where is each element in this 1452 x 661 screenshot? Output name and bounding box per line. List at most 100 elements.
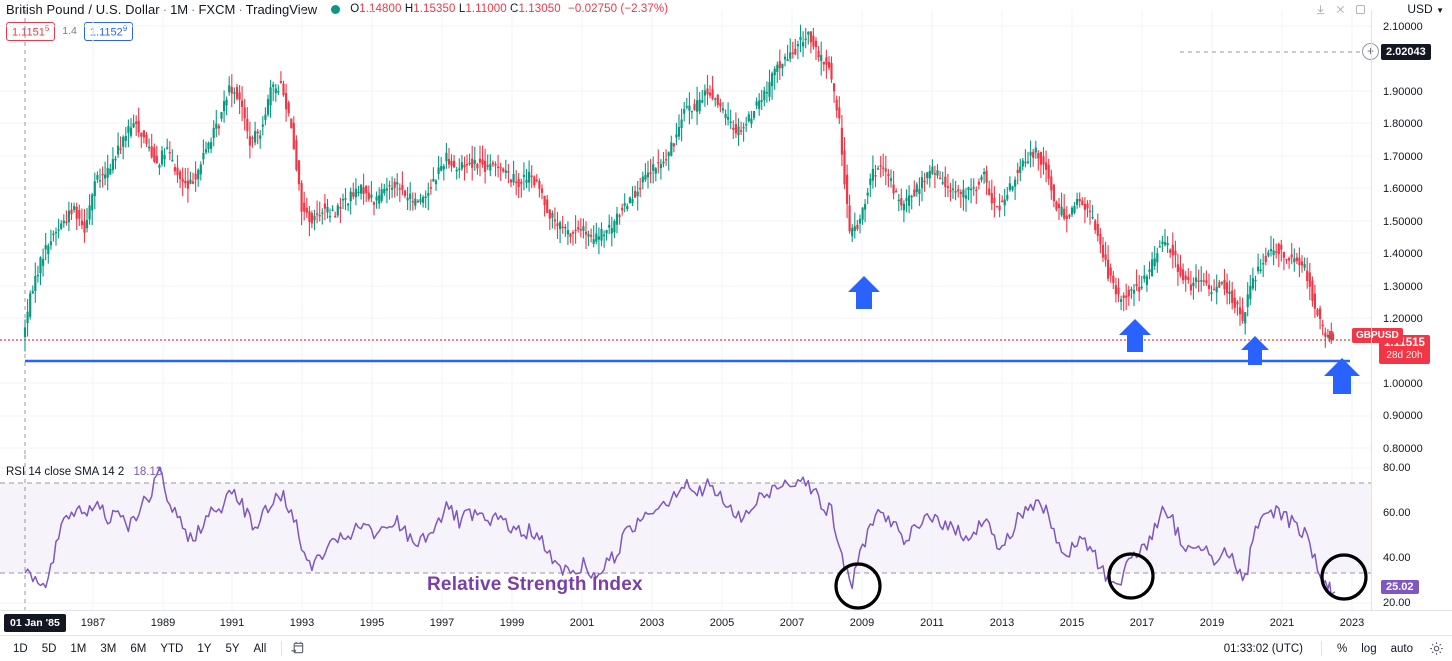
time-tick: 2007 (779, 617, 805, 629)
price-tick: 1.00000 (1383, 378, 1423, 390)
bottom-right-controls: 01:33:02 (UTC) % log auto (1224, 641, 1444, 656)
symbol-price-tag: GBPUSD (1352, 328, 1403, 343)
rsi-band (0, 483, 1371, 573)
timeframe-button-all[interactable]: All (253, 642, 267, 655)
auto-scale-button[interactable]: auto (1390, 642, 1413, 655)
rsi-line-series (24, 467, 1336, 597)
toolbar-divider (281, 641, 283, 656)
chart-header: British Pound / U.S. Dollar · 1M · FXCM … (0, 0, 1452, 18)
ohlc-high-value: 1.15350 (413, 3, 456, 15)
time-axis[interactable]: 01 Jan '85 1987 1989 1991 1993 1995 1997… (0, 610, 1452, 636)
price-scale[interactable]: 2.10000 1.90000 1.80000 1.70000 1.60000 … (1362, 10, 1452, 455)
time-tick: 2023 (1339, 617, 1365, 629)
ohlc-low-value: 1.11000 (465, 3, 507, 15)
currency-label: USD (1407, 2, 1433, 16)
source-label: TradingView (245, 1, 318, 17)
calendar-icon[interactable] (290, 641, 305, 656)
rsi-circle-annotation-2022 (1320, 553, 1368, 601)
rsi-legend-name: RSI (6, 466, 26, 478)
log-scale-button[interactable]: log (1361, 642, 1377, 655)
chevron-down-icon: ▼ (1436, 6, 1444, 15)
rsi-tick: 60.00 (1383, 507, 1411, 519)
price-tick: 0.90000 (1383, 410, 1423, 422)
timeframe-button-3m[interactable]: 3M (100, 642, 117, 655)
timeframe-button-ytd[interactable]: YTD (160, 642, 184, 655)
clock-label: 01:33:02 (UTC) (1223, 642, 1304, 655)
price-tick: 1.90000 (1383, 86, 1423, 98)
rsi-circle-annotation-2008 (834, 562, 882, 610)
ohlc-low-key: L (458, 3, 466, 15)
time-tick: 1995 (359, 617, 385, 629)
quote-row: 1.11515 1.4 1.11529 (6, 22, 134, 41)
price-tick: 0.80000 (1383, 443, 1423, 455)
crosshair-price-badge: 2.02043 (1381, 44, 1431, 60)
arrow-up-icon-2016 (1119, 319, 1151, 352)
price-chart-pane[interactable] (0, 10, 1371, 455)
percent-scale-button[interactable]: % (1337, 642, 1348, 655)
timeframe-button-1d[interactable]: 1D (13, 642, 28, 655)
symbol-title[interactable]: British Pound / U.S. Dollar (6, 1, 160, 17)
rsi-canvas (0, 455, 1371, 610)
bar-countdown: 28d 20h (1386, 350, 1423, 362)
timeframe-button-6m[interactable]: 6M (130, 642, 147, 655)
timeframe-button-5y[interactable]: 5Y (225, 642, 240, 655)
timeframe-button-1m[interactable]: 1M (70, 642, 87, 655)
fullscreen-icon[interactable] (1353, 2, 1368, 17)
time-tick: 2001 (569, 617, 595, 629)
rsi-legend-params: 14 close SMA 14 2 (28, 466, 125, 478)
toolbar-divider-2 (1321, 641, 1323, 656)
series-color-dot (331, 4, 341, 14)
rsi-pane[interactable] (0, 455, 1371, 610)
bottom-toolbar: 1D 5D 1M 3M 6M YTD 1Y 5Y All 01:33:02 (U… (0, 636, 1452, 661)
time-tick: 2003 (639, 617, 665, 629)
header-separator-2: · (191, 1, 196, 17)
time-tick: 2017 (1129, 617, 1155, 629)
download-icon[interactable] (1313, 2, 1328, 17)
bid-price-badge[interactable]: 1.11515 (6, 22, 56, 41)
time-tick: 1991 (219, 617, 245, 629)
ohlc-open-key: O (350, 3, 360, 15)
price-tick: 1.20000 (1383, 313, 1423, 325)
rsi-title-annotation: Relative Strength Index (427, 574, 643, 595)
price-tick: 1.40000 (1383, 248, 1423, 260)
add-indicator-plus-icon[interactable]: + (1362, 43, 1379, 60)
rsi-value-badge: 25.02 (1381, 580, 1419, 594)
scale-divider (1371, 10, 1372, 610)
timeframe-label[interactable]: 1M (170, 1, 189, 17)
rsi-legend[interactable]: RSI 14 close SMA 14 2 18.13 (6, 466, 162, 478)
ohlc-values: O1.14800 H1.15350 L1.11000 C1.13050 −0.0… (350, 3, 668, 15)
ask-value: 1.1152 (89, 26, 123, 39)
rsi-scale[interactable]: 80.00 60.00 40.00 20.00 25.02 (1371, 455, 1452, 610)
close-icon[interactable] (1333, 2, 1348, 17)
ohlc-close-key: C (510, 3, 519, 15)
price-tick: 1.60000 (1383, 183, 1423, 195)
time-tick: 1987 (80, 617, 106, 629)
ohlc-change: −0.02750 (−2.37%) (568, 3, 669, 15)
timeframe-button-1y[interactable]: 1Y (197, 642, 212, 655)
time-tick: 2013 (989, 617, 1015, 629)
spread-value: 1.4 (62, 25, 77, 38)
price-tick: 1.80000 (1383, 118, 1423, 130)
price-tick: 2.10000 (1383, 21, 1423, 33)
window-controls (1313, 2, 1368, 17)
bid-sup: 5 (44, 24, 50, 33)
gear-icon[interactable] (1429, 641, 1444, 656)
time-tick: 1999 (499, 617, 525, 629)
currency-selector[interactable]: USD ▼ (1407, 2, 1444, 16)
rsi-tick: 40.00 (1383, 552, 1411, 564)
ask-price-badge[interactable]: 1.11529 (83, 22, 134, 41)
price-chart-canvas (0, 10, 1371, 455)
exchange-label[interactable]: FXCM (198, 1, 236, 17)
time-tick: 1989 (150, 617, 176, 629)
bid-value: 1.1151 (12, 26, 45, 39)
rsi-tick: 20.00 (1383, 597, 1411, 609)
time-tick: 2019 (1199, 617, 1225, 629)
rsi-circle-annotation-2016 (1107, 552, 1155, 600)
time-tick: 1993 (289, 617, 315, 629)
candlestick-series (23, 24, 1335, 352)
time-axis-current-badge: 01 Jan '85 (4, 614, 66, 632)
header-separator-3: · (238, 1, 243, 17)
timeframe-button-5d[interactable]: 5D (41, 642, 57, 655)
header-separator-1: · (162, 1, 168, 17)
